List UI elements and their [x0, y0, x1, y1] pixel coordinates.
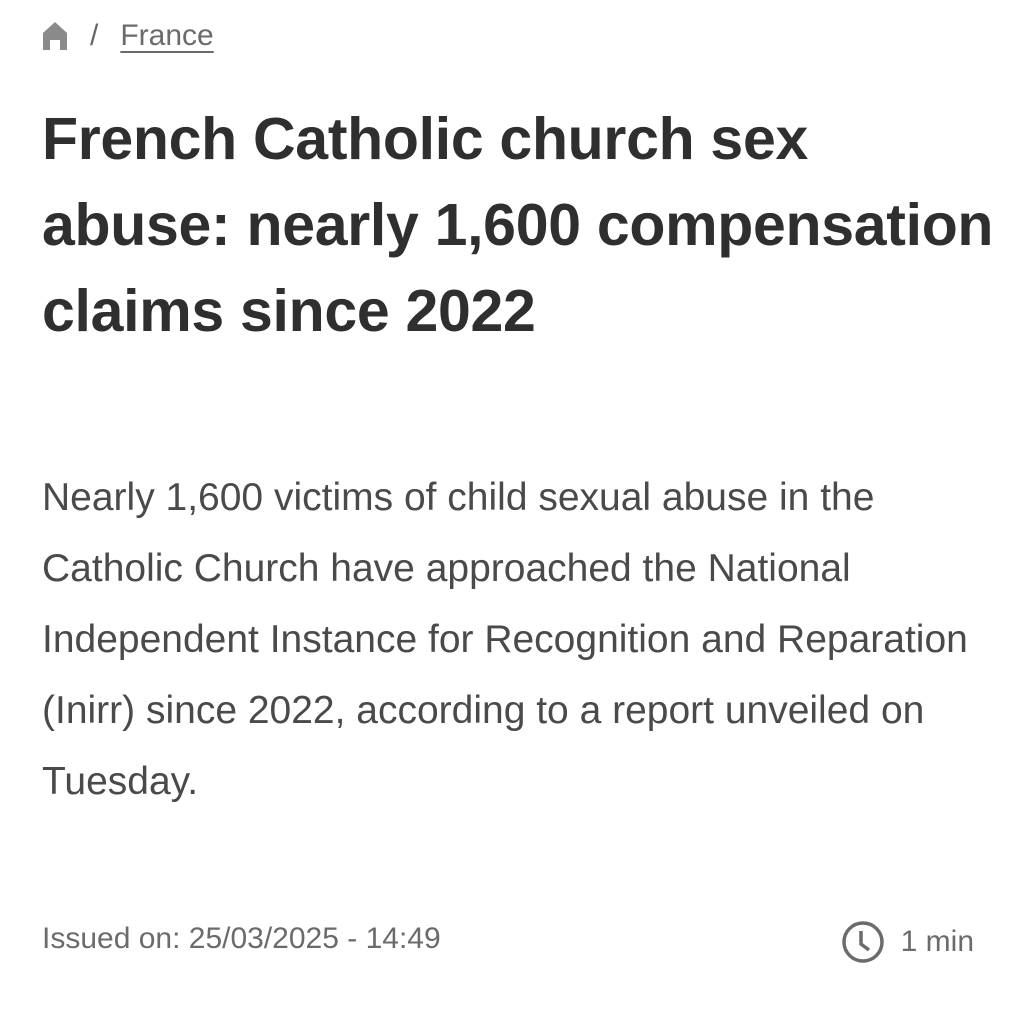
reading-time: 1 min	[841, 920, 974, 964]
breadcrumb: / France	[42, 14, 214, 58]
reading-time-label: 1 min	[900, 925, 974, 958]
article-title: French Catholic church sex abuse: nearly…	[42, 106, 994, 344]
article-lead: Nearly 1,600 victims of child sexual abu…	[42, 476, 968, 803]
breadcrumb-separator: /	[90, 19, 99, 52]
clock-icon	[841, 921, 884, 963]
issued-date: Issued on: 25/03/2025 - 14:49	[42, 922, 441, 955]
home-icon[interactable]	[42, 21, 68, 51]
breadcrumb-link-france[interactable]: France	[120, 19, 214, 52]
